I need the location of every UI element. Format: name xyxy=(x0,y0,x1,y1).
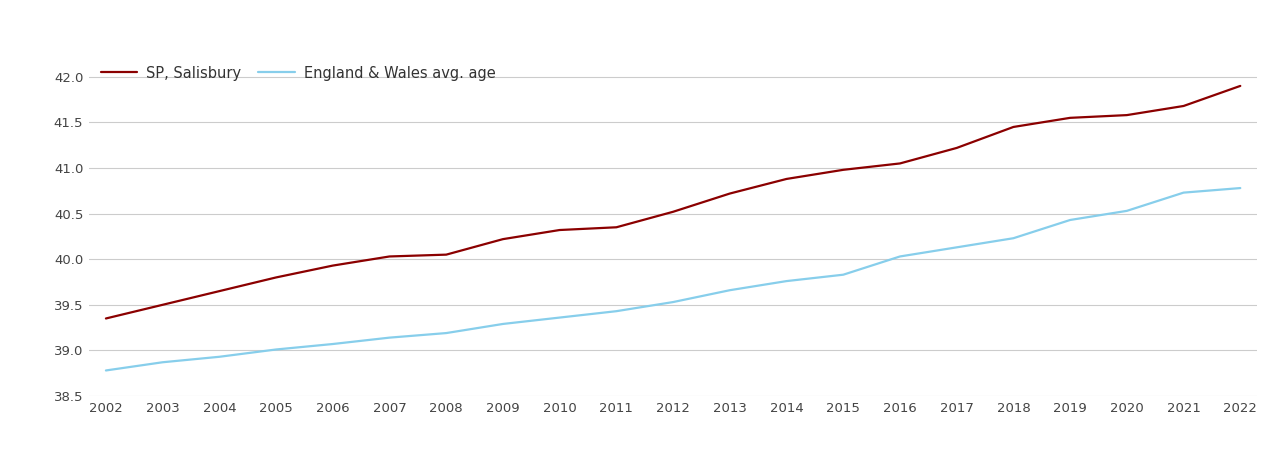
SP, Salisbury xyxy=(382,254,398,259)
Line: SP, Salisbury: SP, Salisbury xyxy=(105,86,1241,319)
SP, Salisbury xyxy=(779,176,794,182)
SP, Salisbury xyxy=(836,167,851,172)
England & Wales avg. age xyxy=(155,360,170,365)
England & Wales avg. age xyxy=(779,279,794,284)
England & Wales avg. age xyxy=(1006,235,1021,241)
SP, Salisbury xyxy=(665,209,681,215)
SP, Salisbury xyxy=(212,288,227,294)
England & Wales avg. age xyxy=(268,347,283,352)
England & Wales avg. age xyxy=(98,368,113,373)
SP, Salisbury xyxy=(1063,115,1078,121)
England & Wales avg. age xyxy=(552,315,568,320)
SP, Salisbury xyxy=(608,225,624,230)
England & Wales avg. age xyxy=(723,288,738,293)
England & Wales avg. age xyxy=(495,321,511,327)
England & Wales avg. age xyxy=(1176,190,1191,195)
England & Wales avg. age xyxy=(893,254,908,259)
SP, Salisbury xyxy=(949,145,964,151)
SP, Salisbury xyxy=(1119,112,1134,118)
SP, Salisbury xyxy=(893,161,908,166)
SP, Salisbury xyxy=(438,252,453,257)
SP, Salisbury xyxy=(552,227,568,233)
England & Wales avg. age xyxy=(1063,217,1078,223)
SP, Salisbury xyxy=(1006,124,1021,130)
SP, Salisbury xyxy=(723,191,738,196)
SP, Salisbury xyxy=(325,263,340,268)
England & Wales avg. age xyxy=(382,335,398,340)
SP, Salisbury xyxy=(1233,83,1248,89)
England & Wales avg. age xyxy=(438,330,453,336)
England & Wales avg. age xyxy=(949,245,964,250)
SP, Salisbury xyxy=(268,275,283,280)
England & Wales avg. age xyxy=(665,299,681,305)
England & Wales avg. age xyxy=(608,309,624,314)
England & Wales avg. age xyxy=(212,354,227,360)
Line: England & Wales avg. age: England & Wales avg. age xyxy=(105,188,1241,370)
Legend: SP, Salisbury, England & Wales avg. age: SP, Salisbury, England & Wales avg. age xyxy=(97,61,499,85)
SP, Salisbury xyxy=(98,316,113,321)
England & Wales avg. age xyxy=(1119,208,1134,214)
England & Wales avg. age xyxy=(325,341,340,346)
England & Wales avg. age xyxy=(836,272,851,277)
SP, Salisbury xyxy=(1176,104,1191,109)
SP, Salisbury xyxy=(155,302,170,307)
SP, Salisbury xyxy=(495,236,511,242)
England & Wales avg. age xyxy=(1233,185,1248,191)
